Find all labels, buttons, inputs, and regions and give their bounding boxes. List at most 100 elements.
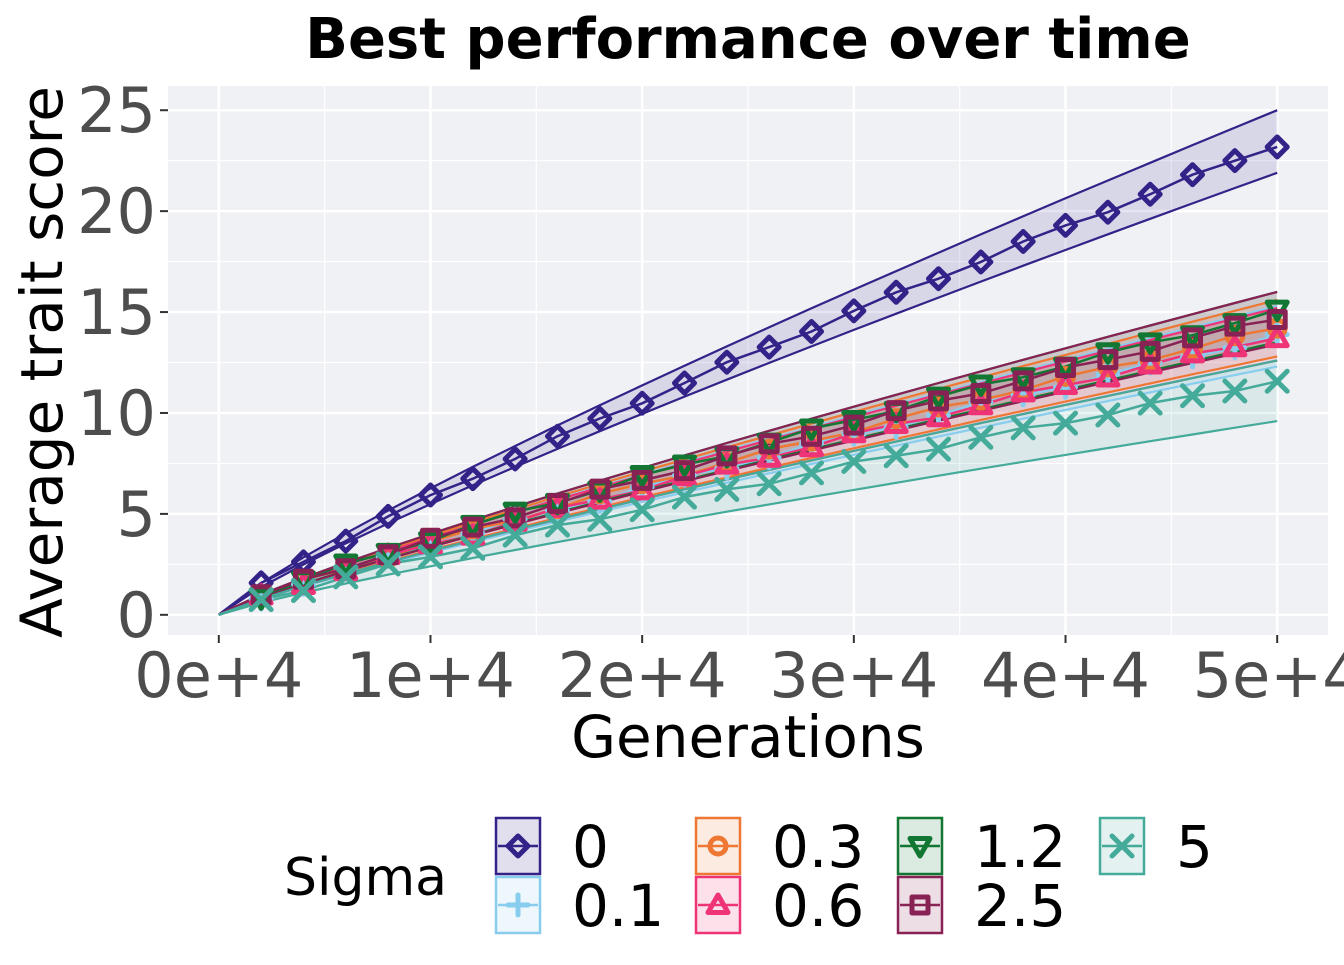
point-2.5-25-shape (1266, 308, 1288, 330)
legend-key-marker-shape (505, 892, 531, 918)
y-tick-label: 10 (77, 377, 156, 450)
point-0-19-shape (1010, 229, 1036, 255)
legend-key-marker (1109, 833, 1135, 859)
point-0-24-shape (1222, 148, 1248, 174)
point-5-19-shape (1010, 415, 1036, 441)
legend-key-0 (494, 816, 542, 876)
legend-key-marker (909, 894, 931, 916)
point-2.5-18-shape (970, 382, 992, 404)
point-0-4-shape (375, 503, 401, 529)
point-5-17 (926, 436, 952, 462)
point-0-10 (629, 390, 655, 416)
point-2.5-14 (801, 425, 823, 447)
legend-key-marker-shape (909, 894, 931, 916)
legend-label-0.3: 0.3 (772, 813, 864, 881)
point-5-20 (1053, 410, 1079, 436)
point-5-24 (1222, 378, 1248, 404)
point-0-6-shape (460, 466, 486, 492)
x-tick-label: 2e+4 (558, 639, 727, 712)
y-tick-label: 20 (77, 175, 156, 248)
point-5-7-shape (502, 522, 528, 548)
point-0-7-shape (502, 446, 528, 472)
legend-title: Sigma (284, 848, 447, 908)
point-2.5-25 (1266, 308, 1288, 330)
y-tick-label: 25 (77, 74, 156, 147)
point-1.2-10-shape (629, 465, 655, 488)
point-5-7 (502, 522, 528, 548)
legend-key-marker (707, 835, 729, 857)
point-0-13-shape (756, 334, 782, 360)
point-2.5-21-shape (1097, 349, 1119, 371)
point-1.2-3 (333, 553, 359, 577)
legend-key-5 (1098, 816, 1146, 876)
x-tick-label: 4e+4 (981, 639, 1150, 712)
point-0-17 (926, 266, 952, 292)
point-5-9 (587, 506, 613, 532)
point-0-21-shape (1095, 199, 1121, 225)
point-0-12-shape (714, 349, 740, 375)
series-markers (248, 134, 1290, 613)
point-0-4 (375, 503, 401, 529)
y-tick-label: 5 (117, 478, 156, 551)
point-5-15 (841, 449, 867, 475)
point-0-15 (841, 298, 867, 324)
point-1.2-5 (417, 531, 443, 554)
point-5-4 (375, 551, 401, 577)
point-0.6-25-shape (1264, 325, 1290, 349)
chart-title: Best performance over time (305, 7, 1190, 72)
point-2.5-5-shape (419, 527, 441, 549)
point-2.5-23 (1182, 327, 1204, 349)
point-0.6-7 (502, 509, 528, 532)
point-5-6 (460, 535, 486, 561)
legend-label-0: 0 (572, 813, 609, 881)
point-0-9-shape (587, 406, 613, 432)
point-0-16 (883, 279, 909, 305)
y-axis-title: Average trait score (8, 86, 76, 638)
point-2.5-15 (843, 414, 865, 436)
point-0-18 (968, 249, 994, 275)
point-2.5-5 (419, 527, 441, 549)
point-0-5 (417, 482, 443, 508)
x-tick-label: 5e+4 (1193, 639, 1344, 712)
axes: 0e+4 1e+4 2e+4 3e+4 4e+4 5e+4 0 5 10 15 20 25 (77, 74, 1344, 712)
point-2.5-18 (970, 382, 992, 404)
point-1.2-1 (248, 588, 274, 611)
point-2.5-20-shape (1055, 357, 1077, 379)
legend-label-1.2: 1.2 (974, 813, 1066, 881)
point-0.6-16 (883, 411, 909, 434)
point-0-9 (587, 406, 613, 432)
point-5-9-shape (587, 506, 613, 532)
point-1.2-19-shape (1010, 367, 1036, 390)
point-0.6-21 (1095, 364, 1121, 388)
point-5-10 (629, 497, 655, 523)
point-0-13 (756, 334, 782, 360)
point-2.5-9-shape (589, 478, 611, 500)
point-5-6-shape (460, 535, 486, 561)
point-5-21 (1095, 402, 1121, 428)
ci-upper-0 (218, 109, 1278, 616)
point-0.6-13 (756, 445, 782, 468)
point-5-2 (290, 578, 316, 604)
point-5-10-shape (629, 497, 655, 523)
point-1.2-15 (841, 410, 867, 433)
legend-label-0.6: 0.6 (772, 872, 864, 940)
point-0-14 (799, 319, 825, 345)
point-0.6-24 (1222, 334, 1248, 358)
point-0.6-11 (671, 463, 697, 487)
point-0.6-20-shape (1053, 372, 1079, 396)
legend-label-2.5: 2.5 (974, 872, 1066, 940)
point-5-4-shape (375, 551, 401, 577)
point-5-23 (1180, 383, 1206, 409)
point-0-25-shape (1264, 134, 1290, 160)
point-2.5-17-shape (928, 390, 950, 412)
point-0-17-shape (926, 266, 952, 292)
point-0-20 (1053, 212, 1079, 238)
point-2.5-11-shape (673, 460, 695, 482)
point-5-8-shape (544, 512, 570, 538)
ci-band-0 (218, 110, 1278, 615)
point-1.2-24-shape (1222, 313, 1248, 336)
point-5-13-shape (756, 471, 782, 497)
legend-key-marker-shape (907, 836, 933, 859)
legend-key-2.5 (896, 875, 944, 935)
point-0-3 (333, 528, 359, 554)
